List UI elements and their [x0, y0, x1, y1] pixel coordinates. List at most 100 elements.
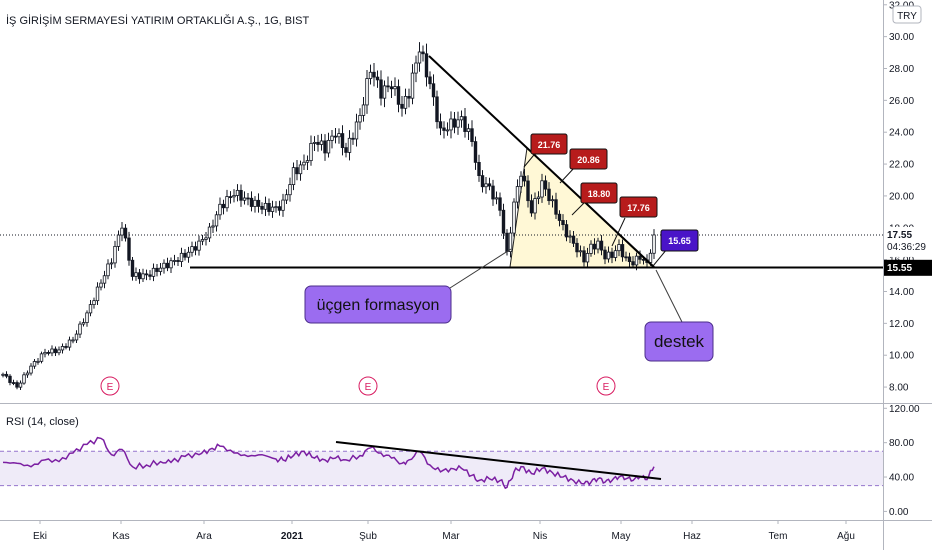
candle[interactable] — [417, 42, 422, 72]
candle[interactable] — [536, 191, 541, 205]
candle[interactable] — [480, 170, 485, 193]
candle[interactable] — [543, 175, 548, 196]
candle[interactable] — [239, 184, 243, 207]
candle[interactable] — [578, 245, 583, 257]
candle[interactable] — [78, 321, 82, 338]
candle[interactable] — [36, 357, 40, 365]
candle[interactable] — [470, 120, 474, 147]
candle[interactable] — [176, 256, 180, 267]
candle[interactable] — [435, 90, 439, 129]
candle[interactable] — [466, 123, 471, 140]
candle[interactable] — [109, 258, 114, 270]
candle[interactable] — [183, 249, 187, 261]
candle[interactable] — [592, 238, 597, 255]
candle[interactable] — [631, 256, 635, 269]
candle[interactable] — [403, 88, 408, 115]
candle[interactable] — [557, 210, 562, 227]
candle[interactable] — [442, 121, 446, 139]
candle[interactable] — [568, 230, 572, 244]
price-tag-20-86[interactable]: 20.86 — [559, 148, 608, 184]
candle[interactable] — [288, 177, 292, 202]
candle[interactable] — [53, 346, 58, 356]
candle[interactable] — [225, 189, 229, 212]
candle[interactable] — [99, 279, 103, 291]
candle[interactable] — [452, 111, 457, 134]
candle[interactable] — [29, 363, 33, 376]
candle[interactable] — [421, 45, 425, 62]
candle[interactable] — [312, 136, 317, 152]
candle[interactable] — [263, 196, 268, 216]
candle[interactable] — [564, 220, 569, 242]
candle[interactable] — [302, 154, 306, 171]
candle[interactable] — [606, 246, 611, 263]
candle[interactable] — [228, 191, 233, 204]
candle[interactable] — [102, 270, 107, 289]
candle[interactable] — [533, 192, 537, 220]
candle[interactable] — [74, 330, 79, 344]
candle[interactable] — [396, 79, 401, 113]
candle[interactable] — [414, 55, 418, 83]
candle[interactable] — [18, 380, 23, 390]
candle[interactable] — [603, 246, 607, 265]
candle[interactable] — [172, 254, 177, 266]
candle[interactable] — [242, 191, 247, 205]
candle[interactable] — [190, 241, 194, 257]
candle[interactable] — [158, 263, 163, 276]
candle[interactable] — [218, 197, 222, 220]
descending-trendline[interactable] — [428, 55, 655, 268]
candle[interactable] — [596, 237, 600, 254]
rsi-trendline[interactable] — [335, 441, 662, 480]
candle[interactable] — [582, 246, 586, 267]
candle[interactable] — [554, 192, 558, 219]
candle[interactable] — [351, 132, 355, 145]
candle[interactable] — [50, 345, 54, 357]
candle[interactable] — [116, 230, 121, 251]
candle[interactable] — [340, 125, 345, 156]
candle[interactable] — [274, 201, 278, 213]
candle[interactable] — [81, 318, 86, 327]
candle[interactable] — [386, 76, 390, 93]
candle[interactable] — [193, 241, 198, 256]
candle[interactable] — [323, 134, 327, 161]
candle[interactable] — [64, 343, 68, 350]
price-tag-18-80[interactable]: 18.80 — [571, 182, 618, 216]
candle[interactable] — [253, 196, 257, 213]
candle[interactable] — [32, 359, 37, 369]
candle[interactable] — [92, 297, 96, 309]
candle[interactable] — [610, 247, 614, 264]
candle[interactable] — [494, 191, 499, 205]
candle[interactable] — [501, 203, 506, 239]
candle[interactable] — [291, 162, 296, 191]
candle[interactable] — [305, 155, 310, 171]
candle[interactable] — [522, 169, 527, 187]
candle[interactable] — [393, 77, 397, 96]
candle[interactable] — [95, 282, 100, 306]
price-tag-21-76[interactable]: 21.76 — [523, 133, 568, 168]
candle[interactable] — [456, 111, 460, 135]
candle[interactable] — [498, 192, 502, 217]
candle[interactable] — [428, 71, 432, 90]
candle[interactable] — [547, 182, 551, 205]
candle[interactable] — [88, 300, 93, 317]
candle[interactable] — [438, 113, 443, 136]
candle[interactable] — [445, 122, 450, 136]
candle[interactable] — [624, 251, 628, 262]
candle[interactable] — [319, 133, 324, 151]
candle[interactable] — [211, 219, 215, 233]
candle[interactable] — [599, 235, 604, 256]
candle[interactable] — [25, 370, 30, 378]
candle[interactable] — [281, 193, 285, 217]
support-callout[interactable]: destek — [644, 269, 714, 362]
candle[interactable] — [130, 257, 135, 281]
candle[interactable] — [526, 175, 530, 208]
candle[interactable] — [270, 200, 275, 218]
candle[interactable] — [519, 171, 523, 193]
candle[interactable] — [85, 310, 89, 327]
candle[interactable] — [326, 132, 331, 158]
rsi-line[interactable] — [2, 436, 655, 490]
candle[interactable] — [463, 107, 467, 138]
candle[interactable] — [571, 231, 576, 247]
candle[interactable] — [487, 177, 492, 191]
candle[interactable] — [207, 222, 212, 242]
symbol-title[interactable]: İŞ GİRİŞİM SERMAYESİ YATIRIM ORTAKLIĞI A… — [6, 14, 309, 27]
